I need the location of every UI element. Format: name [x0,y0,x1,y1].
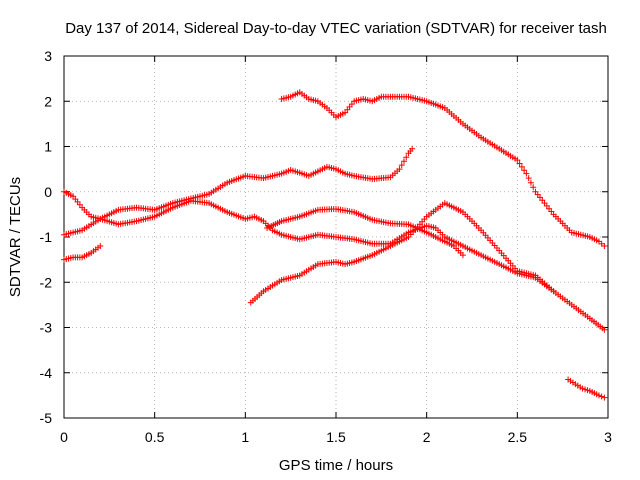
y-tick-label: 3 [44,48,52,64]
y-tick-label: -4 [40,365,53,381]
y-tick-labels: -5 -4 -3 -2 -1 0 1 2 3 [40,48,53,426]
series-s7 [565,376,608,401]
data-point [459,252,466,259]
data-point [409,145,416,152]
x-tick-label: 1 [241,429,249,445]
data-point [601,243,608,250]
data-point [518,163,525,170]
axis-ticks [63,55,609,419]
data-point [598,393,605,400]
y-tick-label: -3 [40,320,53,336]
series-s3 [61,188,608,333]
series-s6 [264,205,466,259]
y-tick-label: 0 [44,184,52,200]
x-tick-labels: 0 0.5 1 1.5 2 2.5 3 [60,429,612,445]
data-point [595,392,602,399]
data-point [97,243,104,250]
data-point [550,288,557,295]
data-point [530,184,537,191]
y-tick-label: -5 [40,410,53,426]
data-point [401,158,407,165]
x-tick-label: 3 [604,429,612,445]
x-tick-label: 0.5 [145,429,165,445]
y-tick-label: -1 [40,229,53,245]
y-tick-label: -2 [40,274,53,290]
data-point [523,170,530,177]
series-s1 [61,243,104,263]
x-tick-label: 0 [60,429,68,445]
series-s5 [247,200,557,306]
chart-title: Day 137 of 2014, Sidereal Day-to-day VTE… [65,20,607,37]
data-point [521,167,528,174]
y-tick-label: 2 [44,93,52,109]
data-point [601,394,608,401]
data-point [601,326,608,333]
x-tick-label: 1.5 [326,429,346,445]
data-point [516,160,523,167]
x-tick-label: 2 [423,429,431,445]
data-point [403,154,410,161]
data-point [398,162,405,169]
x-axis-label: GPS time / hours [279,457,393,474]
data-point [527,179,534,186]
series-s4 [278,89,608,250]
data-point [396,166,403,173]
data-series [61,89,608,401]
y-axis-label: SDTVAR / TECUs [7,177,24,297]
x-tick-label: 2.5 [508,429,528,445]
data-point [525,175,532,182]
y-tick-label: 1 [44,139,52,155]
data-point [514,157,521,164]
